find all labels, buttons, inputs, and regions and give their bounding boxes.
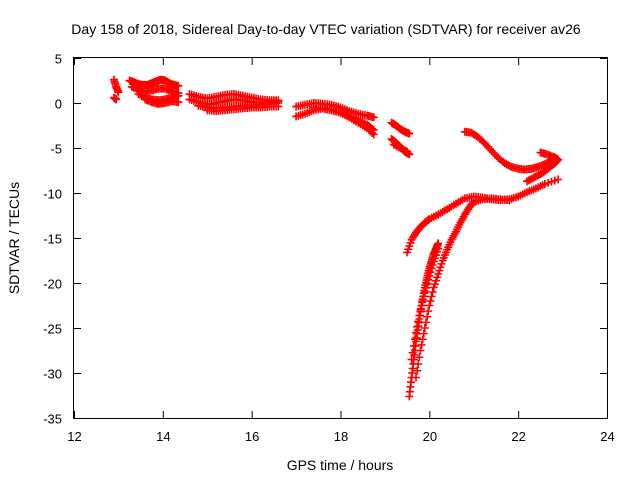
data-point [174, 98, 183, 107]
data-point [434, 244, 443, 253]
data-point [422, 318, 431, 327]
y-axis-label: SDTVAR / TECUs [6, 182, 22, 294]
data-point [428, 261, 437, 269]
data-point [420, 288, 429, 296]
x-tick-label: 16 [245, 429, 259, 444]
data-point [274, 102, 283, 111]
x-tick-label: 12 [67, 429, 81, 444]
plot-frame [73, 57, 608, 419]
data-point [409, 342, 418, 350]
data-point [554, 175, 563, 184]
data-point [417, 340, 426, 349]
chart-title: Day 158 of 2018, Sidereal Day-to-day VTE… [71, 21, 581, 37]
data-point [427, 264, 436, 273]
series-band-4 [141, 95, 183, 108]
data-point [410, 335, 419, 344]
y-tick-label: -15 [43, 232, 62, 247]
x-tick-label: 18 [334, 429, 348, 444]
y-tick-label: -5 [50, 142, 62, 157]
series-evening-c [536, 148, 563, 164]
data-point [414, 317, 423, 326]
x-tick-label: 22 [511, 429, 525, 444]
data-point [417, 301, 426, 310]
data-point [174, 81, 183, 90]
data-point [369, 130, 378, 139]
x-tick-label: 14 [156, 429, 170, 444]
series-early-b [109, 93, 121, 104]
data-point [426, 297, 435, 305]
series-early-a [109, 75, 123, 97]
data-point [412, 328, 421, 337]
data-point [114, 88, 123, 97]
data-point [424, 307, 433, 316]
data-point [554, 155, 563, 164]
data-point [422, 283, 431, 292]
series-dip-b [407, 244, 443, 364]
y-tick-label: -35 [43, 412, 62, 427]
data-point [423, 279, 432, 288]
data-point [403, 147, 412, 156]
series-mid-4 [203, 102, 283, 116]
data-point [419, 292, 428, 301]
y-tick-label: -10 [43, 187, 62, 202]
data-point [413, 366, 422, 375]
data-point [405, 129, 414, 138]
y-tick-label: 5 [55, 52, 62, 67]
series-pre20-c [389, 140, 412, 156]
x-tick-label: 24 [600, 429, 614, 444]
data-point [368, 128, 377, 137]
data-point [416, 306, 425, 314]
data-marks [109, 75, 563, 401]
data-point [428, 288, 437, 296]
data-point [426, 268, 435, 277]
data-point [418, 297, 427, 305]
data-point [418, 335, 427, 344]
data-point [415, 311, 424, 320]
data-point [425, 271, 434, 280]
y-tick-label: -30 [43, 367, 62, 382]
data-point [427, 292, 436, 301]
data-point [408, 348, 417, 357]
data-point [424, 275, 433, 284]
data-point [369, 113, 378, 122]
data-point [413, 322, 422, 331]
data-point [423, 312, 432, 321]
series-evening [460, 127, 560, 174]
x-tick-label: 20 [423, 429, 437, 444]
series-band-1 [125, 75, 183, 90]
series-late-3 [309, 103, 378, 139]
x-axis-label: GPS time / hours [287, 457, 394, 473]
data-point [407, 355, 416, 364]
data-point [425, 301, 434, 310]
data-point [401, 146, 410, 155]
y-tick-label: 0 [55, 97, 62, 112]
series-pre20-a [387, 118, 414, 138]
data-point [415, 353, 424, 362]
data-point [505, 196, 514, 205]
y-tick-label: -25 [43, 322, 62, 337]
y-tick-label: -20 [43, 277, 62, 292]
data-point [420, 324, 429, 332]
data-point [112, 95, 121, 104]
